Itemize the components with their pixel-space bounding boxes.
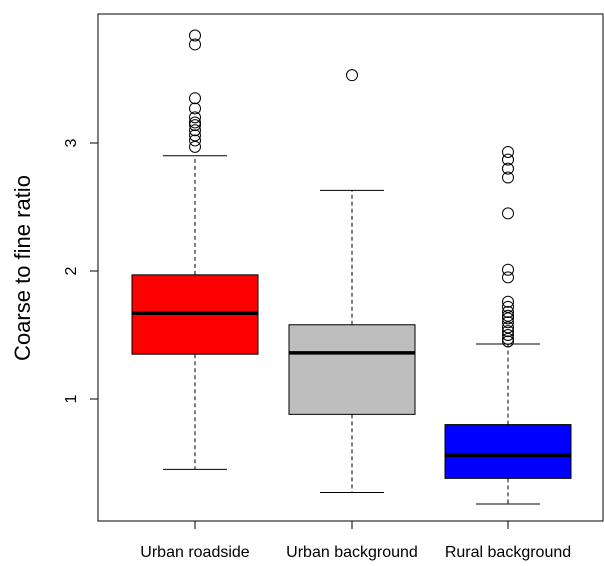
outlier-point: [189, 111, 201, 124]
y-tick-label: 3: [63, 138, 80, 147]
outlier-point: [502, 329, 514, 341]
y-axis: 1 2 3: [63, 138, 98, 403]
outlier-point: [502, 153, 514, 166]
outlier-point: [189, 116, 201, 129]
outlier-point: [502, 263, 514, 276]
outlier-point: [189, 102, 201, 115]
box-group: [131, 29, 259, 470]
outlier-point: [502, 300, 514, 313]
box-series: [131, 29, 572, 505]
outlier-point: [502, 145, 514, 158]
outlier-point: [189, 129, 201, 142]
outlier-point: [502, 162, 514, 175]
box-iqr: [288, 324, 416, 415]
outlier-point: [502, 207, 514, 220]
outlier-point: [502, 309, 514, 322]
box-iqr: [444, 424, 572, 479]
outlier-point: [189, 140, 201, 153]
outlier-point: [502, 171, 514, 184]
box-group: [288, 69, 416, 493]
y-tick-label: 2: [63, 266, 80, 275]
outlier-point: [502, 321, 514, 334]
outlier-point: [189, 124, 201, 137]
outlier-point: [189, 38, 201, 51]
outlier-point: [502, 316, 514, 329]
y-tick-label: 1: [63, 394, 80, 403]
outlier-point: [502, 325, 514, 338]
outlier-point: [502, 305, 514, 318]
outlier-point: [502, 295, 514, 308]
outlier-point: [502, 332, 514, 345]
outlier-point: [502, 271, 514, 284]
outlier-point: [189, 119, 201, 132]
x-axis: Urban roadside Urban background Rural back…: [140, 521, 571, 561]
y-axis-title: Coarse to fine ratio: [10, 175, 35, 361]
x-tick-label: Urban background: [286, 544, 418, 561]
box-group: [444, 145, 572, 505]
plot-frame: [97, 13, 604, 522]
outlier-point: [502, 312, 514, 325]
outlier-point: [502, 335, 514, 348]
outlier-point: [189, 92, 201, 105]
outlier-point: [346, 69, 358, 82]
x-tick-label: Rural background: [445, 544, 571, 561]
outlier-point: [189, 134, 201, 147]
outlier-point: [189, 29, 201, 42]
x-tick-label: Urban roadside: [140, 544, 250, 561]
